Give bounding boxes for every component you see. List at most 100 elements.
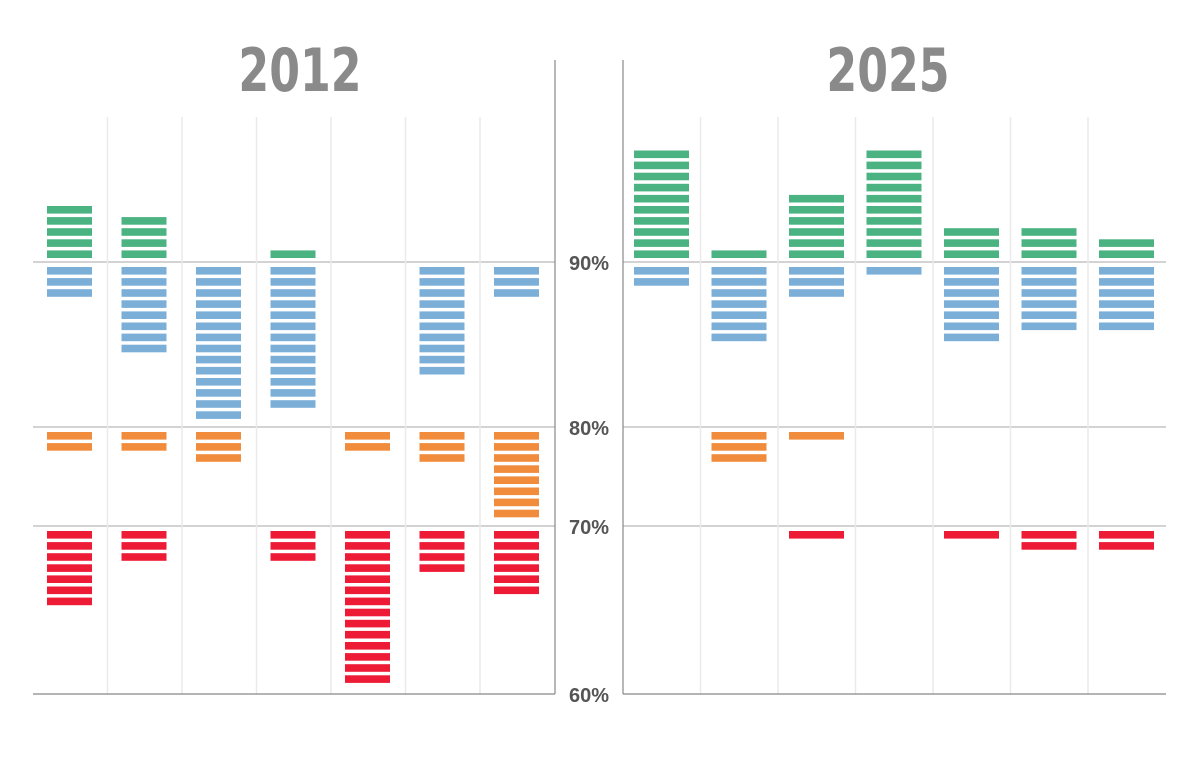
blue-segment bbox=[270, 300, 316, 308]
blue-segment bbox=[121, 267, 167, 275]
orange-segment bbox=[789, 432, 844, 440]
green-segment bbox=[866, 161, 922, 170]
red-segment bbox=[345, 653, 390, 661]
red-segment bbox=[419, 553, 465, 561]
blue-segment bbox=[270, 289, 316, 297]
blue-segment bbox=[47, 289, 92, 297]
orange-segment bbox=[47, 432, 92, 440]
red-segment bbox=[419, 531, 465, 539]
blue-segment bbox=[270, 333, 316, 342]
red-segment bbox=[494, 542, 539, 550]
red-segment bbox=[419, 564, 465, 572]
red-segment bbox=[121, 553, 167, 561]
red-segment bbox=[1099, 531, 1154, 539]
blue-segment bbox=[1021, 322, 1077, 331]
green-segment bbox=[944, 228, 999, 236]
green-segment bbox=[121, 217, 167, 225]
red-segment bbox=[494, 553, 539, 561]
blue-segment bbox=[121, 344, 167, 353]
panel-title-2012: 2012 bbox=[238, 35, 361, 105]
blue-segment bbox=[270, 267, 316, 275]
blue-segment bbox=[270, 322, 316, 331]
blue-segment bbox=[944, 322, 999, 331]
green-segment bbox=[634, 206, 689, 214]
green-segment bbox=[47, 228, 92, 236]
blue-segment bbox=[47, 267, 92, 275]
red-segment bbox=[1021, 542, 1077, 550]
green-segment bbox=[789, 228, 844, 236]
orange-segment bbox=[121, 443, 167, 451]
green-segment bbox=[711, 250, 767, 258]
orange-segment bbox=[494, 476, 539, 484]
blue-segment bbox=[270, 344, 316, 353]
blue-segment bbox=[196, 344, 241, 353]
green-segment bbox=[866, 239, 922, 247]
red-segment bbox=[494, 564, 539, 572]
red-segment bbox=[121, 531, 167, 539]
red-segment bbox=[345, 542, 390, 550]
red-segment bbox=[270, 553, 316, 561]
orange-segment bbox=[494, 498, 539, 507]
blue-segment bbox=[419, 267, 465, 275]
blue-segment bbox=[1021, 300, 1077, 308]
blue-segment bbox=[270, 378, 316, 386]
blue-segment bbox=[944, 300, 999, 308]
green-segment bbox=[866, 228, 922, 236]
blue-segment bbox=[1099, 278, 1154, 286]
green-segment bbox=[634, 228, 689, 236]
green-segment bbox=[866, 217, 922, 225]
y-tick-label: 80% bbox=[569, 418, 609, 440]
blue-segment bbox=[121, 322, 167, 331]
blue-segment bbox=[1021, 289, 1077, 297]
red-segment bbox=[419, 542, 465, 550]
blue-segment bbox=[196, 355, 241, 364]
red-segment bbox=[47, 564, 92, 572]
blue-segment bbox=[711, 311, 767, 319]
red-segment bbox=[345, 531, 390, 539]
labels: 90% 80% 70% 60% 2012 2025 bbox=[238, 35, 949, 707]
green-segment bbox=[866, 172, 922, 181]
red-segment bbox=[944, 531, 999, 539]
blue-segment bbox=[419, 344, 465, 353]
blue-segment bbox=[47, 278, 92, 286]
green-segment bbox=[866, 150, 922, 159]
orange-segment bbox=[711, 432, 767, 440]
green-segment bbox=[121, 228, 167, 236]
red-segment bbox=[494, 586, 539, 595]
red-segment bbox=[345, 619, 390, 628]
blue-segment bbox=[494, 289, 539, 297]
blue-segment bbox=[196, 267, 241, 275]
blue-segment bbox=[196, 300, 241, 308]
red-segment bbox=[121, 542, 167, 550]
orange-segment bbox=[419, 443, 465, 451]
orange-segment bbox=[419, 454, 465, 462]
green-segment bbox=[634, 239, 689, 247]
orange-segment bbox=[196, 432, 241, 440]
blue-segment bbox=[1099, 311, 1154, 319]
red-segment bbox=[494, 575, 539, 583]
blue-segment bbox=[121, 278, 167, 286]
orange-segment bbox=[47, 443, 92, 451]
blue-segment bbox=[634, 267, 689, 275]
green-segment bbox=[634, 172, 689, 181]
orange-segment bbox=[711, 454, 767, 462]
green-segment bbox=[866, 250, 922, 258]
orange-segment bbox=[345, 432, 390, 440]
green-segment bbox=[634, 194, 689, 203]
blue-segment bbox=[196, 278, 241, 286]
blue-segment bbox=[711, 278, 767, 286]
green-segment bbox=[866, 183, 922, 192]
y-tick-label: 70% bbox=[569, 517, 609, 539]
blue-segment bbox=[494, 267, 539, 275]
blue-segment bbox=[866, 267, 922, 275]
panel-title-2025: 2025 bbox=[826, 35, 949, 105]
blue-segment bbox=[1099, 322, 1154, 331]
red-segment bbox=[47, 586, 92, 595]
red-segment bbox=[345, 608, 390, 617]
blue-segment bbox=[270, 400, 316, 408]
green-segment bbox=[47, 250, 92, 258]
blue-segment bbox=[196, 366, 241, 375]
blue-segment bbox=[711, 267, 767, 275]
blue-segment bbox=[419, 333, 465, 342]
blue-segment bbox=[944, 267, 999, 275]
